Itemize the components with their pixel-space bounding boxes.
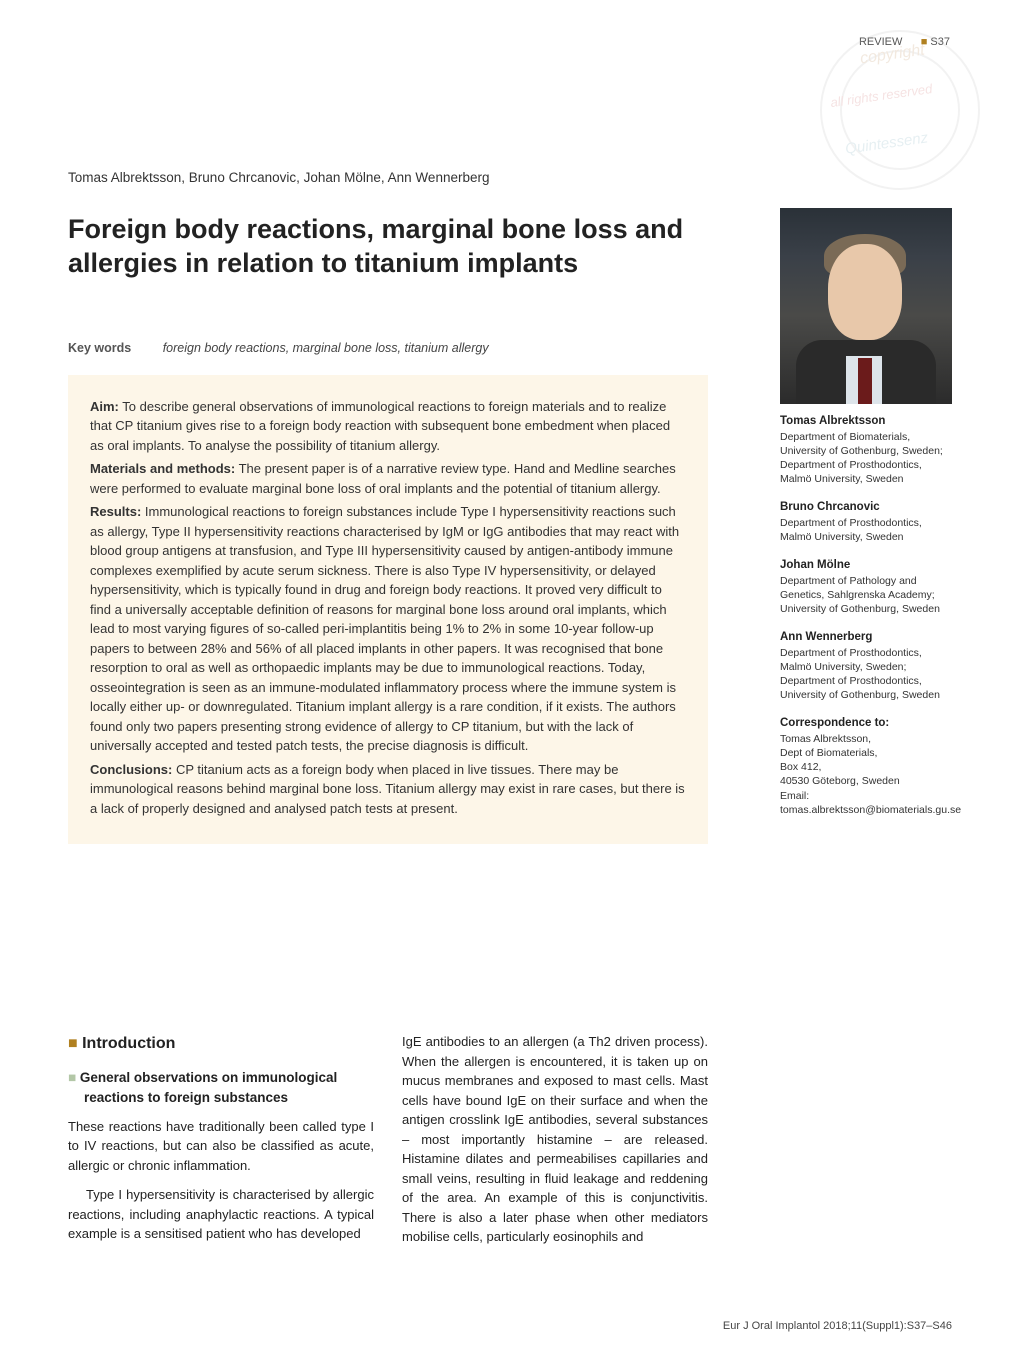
- body-left-column: Introduction General observations on imm…: [68, 1032, 374, 1257]
- sidebar-author-4-name: Ann Wennerberg: [780, 630, 952, 646]
- abstract-methods: Materials and methods: The present paper…: [90, 459, 686, 498]
- author-photo: [780, 208, 952, 404]
- body-left-p1: These reactions have traditionally been …: [68, 1117, 374, 1176]
- correspondence-block: Correspondence to: Tomas Albrektsson, De…: [780, 716, 952, 817]
- sidebar-author-3: Johan Mölne Department of Pathology and …: [780, 558, 952, 616]
- sidebar-author-3-aff: Department of Pathology and Genetics, Sa…: [780, 575, 940, 615]
- sidebar-author-3-name: Johan Mölne: [780, 558, 952, 574]
- body-right-column: IgE antibodies to an allergen (a Th2 dri…: [402, 1032, 708, 1257]
- watermark-line-3: Quintessenz: [844, 129, 929, 157]
- abstract-box: Aim: To describe general observations of…: [68, 375, 708, 845]
- keywords-row: Key words foreign body reactions, margin…: [68, 341, 708, 355]
- running-header: REVIEW S37: [859, 36, 950, 48]
- publisher-watermark: copyright all rights reserved Quintessen…: [820, 30, 980, 190]
- abstract-results-body: Immunological reactions to foreign subst…: [90, 504, 679, 753]
- section-label: REVIEW: [859, 36, 902, 48]
- sidebar-author-2: Bruno Chrcanovic Department of Prosthodo…: [780, 500, 952, 544]
- footer-citation: Eur J Oral Implantol 2018;11(Suppl1):S37…: [723, 1320, 952, 1332]
- abstract-aim-body: To describe general observations of immu…: [90, 399, 670, 453]
- body-right-p1: IgE antibodies to an allergen (a Th2 dri…: [402, 1032, 708, 1247]
- abstract-conclusions-head: Conclusions:: [90, 762, 172, 777]
- sidebar-author-2-name: Bruno Chrcanovic: [780, 500, 952, 516]
- subsection-heading: General observations on immunological re…: [68, 1068, 374, 1109]
- page-number: S37: [921, 36, 950, 48]
- article-title: Foreign body reactions, marginal bone lo…: [68, 213, 708, 281]
- sidebar-author-1-aff: Department of Biomaterials, University o…: [780, 431, 943, 486]
- author-sidebar: Tomas Albrektsson Department of Biomater…: [780, 208, 952, 831]
- sidebar-author-2-aff: Department of Prosthodontics, Malmö Univ…: [780, 517, 922, 543]
- keywords-label: Key words: [68, 341, 131, 355]
- keywords-text: foreign body reactions, marginal bone lo…: [163, 341, 489, 355]
- sidebar-author-4: Ann Wennerberg Department of Prosthodont…: [780, 630, 952, 702]
- correspondence-label: Correspondence to:: [780, 716, 952, 732]
- introduction-heading: Introduction: [68, 1032, 374, 1056]
- abstract-results: Results: Immunological reactions to fore…: [90, 502, 686, 756]
- sidebar-author-4-aff: Department of Prosthodontics, Malmö Univ…: [780, 647, 940, 702]
- sidebar-author-1: Tomas Albrektsson Department of Biomater…: [780, 414, 952, 486]
- sidebar-author-1-name: Tomas Albrektsson: [780, 414, 952, 430]
- body-left-p2: Type I hypersensitivity is characterised…: [68, 1185, 374, 1244]
- abstract-aim-head: Aim:: [90, 399, 119, 414]
- authors-line: Tomas Albrektsson, Bruno Chrcanovic, Joh…: [68, 170, 708, 185]
- watermark-line-2: all rights reserved: [829, 81, 933, 110]
- abstract-methods-head: Materials and methods:: [90, 461, 235, 476]
- abstract-conclusions-body: CP titanium acts as a foreign body when …: [90, 762, 685, 816]
- abstract-aim: Aim: To describe general observations of…: [90, 397, 686, 456]
- abstract-conclusions: Conclusions: CP titanium acts as a forei…: [90, 760, 686, 819]
- correspondence-text: Tomas Albrektsson, Dept of Biomaterials,…: [780, 733, 961, 816]
- abstract-results-head: Results:: [90, 504, 141, 519]
